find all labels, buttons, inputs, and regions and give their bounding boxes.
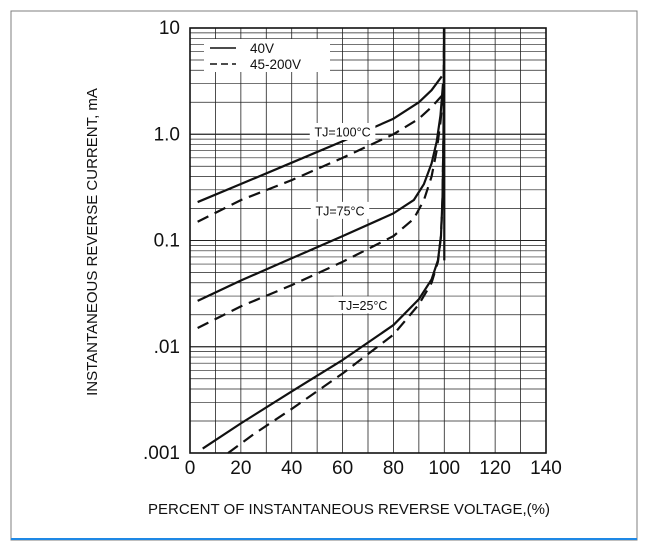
x-tick-label: 100 (428, 458, 460, 479)
legend-label: 45-200V (250, 57, 301, 72)
x-axis-title: PERCENT OF INSTANTANEOUS REVERSE VOLTAGE… (148, 501, 550, 518)
legend-label: 40V (250, 41, 274, 56)
y-tick-label: 1.0 (154, 124, 180, 145)
annotation-background (309, 122, 376, 140)
x-tick-label: 60 (332, 458, 353, 479)
x-tick-label: 40 (281, 458, 302, 479)
outer-border (10, 10, 638, 541)
legend-background (204, 39, 330, 72)
temperature-annotation: TJ=100°C (315, 125, 371, 139)
temperature-annotation: TJ=75°C (315, 204, 364, 218)
x-tick-labels: 0 20 40 60 80 100 120 140 (185, 458, 562, 479)
series-line-2 (197, 95, 443, 223)
y-tick-label: 10 (159, 18, 180, 39)
series-line-4 (197, 91, 445, 330)
annotation-background (310, 201, 370, 219)
x-tick-label: 120 (479, 458, 511, 479)
x-tick-label: 20 (230, 458, 251, 479)
annotations: TJ=100°C TJ=75°C TJ=25°C (309, 122, 393, 314)
x-tick-label: 140 (530, 458, 562, 479)
temperature-annotation: TJ=25°C (338, 299, 387, 313)
series-line-6 (227, 27, 446, 454)
y-tick-label: 0.1 (154, 231, 180, 252)
x-tick-label: 80 (383, 458, 404, 479)
x-tick-label: 0 (185, 458, 196, 479)
y-tick-labels: 10 1.0 0.1 .01 .001 (143, 18, 180, 464)
y-tick-label: .001 (143, 443, 180, 464)
plot-area-border (189, 27, 547, 454)
y-axis-title: INSTANTANEOUS REVERSE CURRENT, mA (84, 88, 101, 396)
annotation-background (333, 296, 393, 314)
y-tick-label: .01 (154, 337, 180, 358)
series-layer (197, 27, 446, 454)
